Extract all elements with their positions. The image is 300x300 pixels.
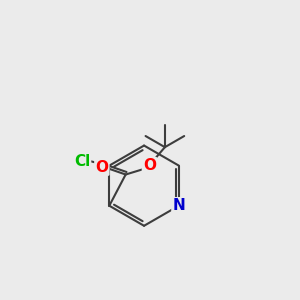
Text: O: O [143, 158, 156, 173]
Text: O: O [95, 160, 108, 175]
Text: N: N [172, 198, 185, 213]
Text: Cl: Cl [74, 154, 90, 169]
